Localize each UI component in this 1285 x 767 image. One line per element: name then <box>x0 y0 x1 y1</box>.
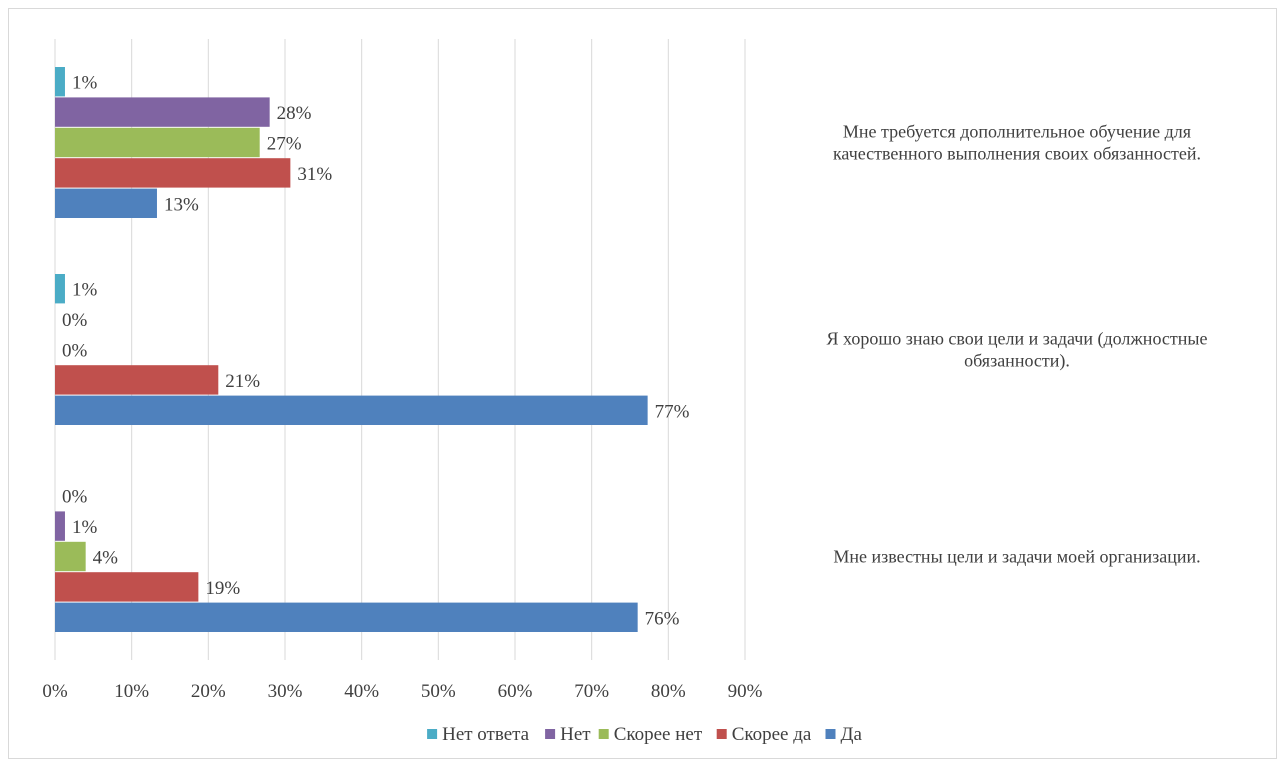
category-label: обязанности). <box>964 351 1070 372</box>
category-label: Мне известны цели и задачи моей организа… <box>833 547 1200 567</box>
bar <box>55 127 260 158</box>
data-label: 31% <box>297 164 332 185</box>
data-label: 13% <box>164 194 199 215</box>
data-label: 28% <box>277 103 312 124</box>
x-tick-label: 40% <box>344 681 379 702</box>
data-labels: 1% 28% 27% 31% 13% 1% 0% 0% 21% 77% 0% 1% 4% 19% 76% <box>62 73 690 630</box>
chart-frame: 1% 28% 27% 31% 13% 1% 0% 0% 21% 77% 0% 1% 4% 19% 76% 0… <box>8 8 1277 759</box>
legend-label: Нет ответа <box>442 724 530 745</box>
data-label: 21% <box>225 371 260 392</box>
bar <box>55 395 648 425</box>
x-tick-label: 30% <box>268 681 303 702</box>
x-tick-label: 90% <box>728 681 763 702</box>
bar-chart: 1% 28% 27% 31% 13% 1% 0% 0% 21% 77% 0% 1% 4% 19% 76% 0… <box>42 39 1208 745</box>
data-label: 1% <box>72 280 98 301</box>
bar <box>55 511 65 541</box>
data-label: 27% <box>267 134 302 155</box>
bars <box>55 67 648 632</box>
x-tick-label: 60% <box>498 681 533 702</box>
bar <box>55 572 199 602</box>
category-labels: Мне требуется дополнительное обучение дл… <box>827 122 1208 567</box>
legend-swatch <box>598 729 609 739</box>
data-label: 0% <box>62 341 88 362</box>
legend-swatch <box>825 729 836 739</box>
x-tick-label: 10% <box>114 681 149 702</box>
data-label: 1% <box>72 517 98 538</box>
legend-label: Нет <box>560 724 591 745</box>
data-label: 76% <box>645 608 680 629</box>
bar <box>55 188 157 218</box>
x-axis-ticks: 0% 10% 20% 30% 40% 50% 60% 70% 80% 90% <box>42 681 762 702</box>
x-tick-label: 80% <box>651 681 686 702</box>
bar <box>55 365 219 395</box>
bar <box>55 541 86 572</box>
x-tick-label: 20% <box>191 681 226 702</box>
category-label: Я хорошо знаю свои цели и задачи (должно… <box>827 329 1208 350</box>
legend-swatch <box>427 729 438 739</box>
data-label: 77% <box>655 401 690 422</box>
legend-swatch <box>716 729 727 739</box>
category-label: Мне требуется дополнительное обучение дл… <box>843 122 1191 142</box>
bar <box>55 274 65 304</box>
x-tick-label: 0% <box>42 681 68 702</box>
legend-label: Да <box>841 724 863 745</box>
bar <box>55 602 638 632</box>
legend: Нет ответа Нет Скорее нет Скорее да Да <box>427 724 862 745</box>
legend-label: Скорее да <box>732 724 812 745</box>
data-label: 4% <box>93 548 119 569</box>
bar <box>55 158 291 188</box>
data-label: 0% <box>62 310 88 331</box>
legend-swatch <box>545 729 556 739</box>
data-label: 19% <box>205 578 240 599</box>
data-label: 0% <box>62 487 88 508</box>
bar <box>55 67 65 97</box>
legend-label: Скорее нет <box>614 724 703 745</box>
bar <box>55 97 270 127</box>
data-label: 1% <box>72 73 98 94</box>
x-tick-label: 70% <box>574 681 609 702</box>
category-label: качественного выполнения своих обязаннос… <box>833 144 1201 164</box>
x-tick-label: 50% <box>421 681 456 702</box>
